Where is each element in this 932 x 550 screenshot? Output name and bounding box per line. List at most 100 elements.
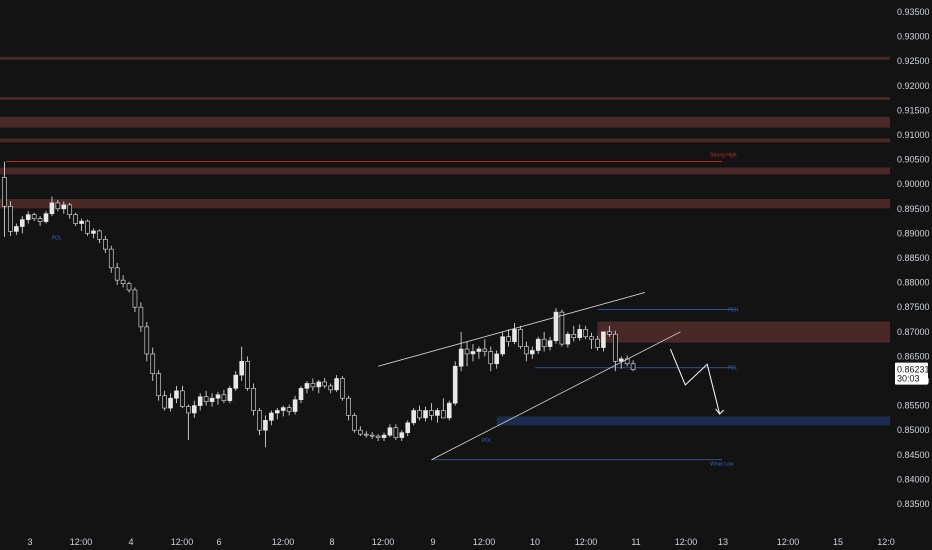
time-tick-label: 8 <box>329 537 334 547</box>
bearish-candle <box>251 388 256 411</box>
bearish-candle <box>132 289 138 308</box>
bearish-candle <box>108 248 114 269</box>
level-label: Weak Low <box>710 462 734 468</box>
price-tick-label: 0.85500 <box>897 401 930 411</box>
bearish-candle <box>559 311 565 345</box>
bullish-candle <box>227 388 233 401</box>
time-tick-label: 12:00 <box>171 537 194 547</box>
bullish-candle <box>280 407 286 411</box>
bearish-candle <box>429 410 434 416</box>
bullish-candle <box>292 399 298 412</box>
bullish-candle <box>476 348 482 352</box>
bearish-candle <box>595 338 600 348</box>
bullish-candle <box>215 394 221 399</box>
bullish-candle <box>577 329 583 339</box>
bearish-candle <box>103 239 108 250</box>
bullish-candle <box>452 365 458 404</box>
price-tick-label: 0.87500 <box>897 302 930 312</box>
bullish-candle <box>174 390 179 399</box>
bearish-candle <box>607 331 612 335</box>
bullish-candle <box>25 214 31 220</box>
bearish-candle <box>571 333 577 339</box>
time-tick-label: 12:00 <box>675 537 698 547</box>
bearish-candle <box>506 336 511 342</box>
demand-zone <box>496 416 890 426</box>
bullish-candle <box>168 397 173 409</box>
bearish-candle <box>352 415 357 431</box>
bearish-candle <box>203 396 209 402</box>
bullish-candle <box>535 338 541 351</box>
bullish-candle <box>529 350 535 355</box>
trendline[interactable] <box>431 331 681 461</box>
bearish-candle <box>524 346 529 355</box>
bullish-candle <box>334 378 339 391</box>
bearish-candle <box>369 434 375 437</box>
price-tick-label: 0.89000 <box>897 228 930 238</box>
bearish-candle <box>138 306 144 328</box>
trendlines-layer <box>377 292 725 461</box>
bullish-candle <box>423 410 428 419</box>
bullish-candle <box>446 402 452 419</box>
bullish-candle <box>239 361 244 376</box>
bearish-candle <box>144 326 150 355</box>
bullish-candle <box>19 219 25 227</box>
levels-layer: Strong High PDH PDL Weak Low PDL PDL <box>6 153 739 468</box>
bullish-candle <box>191 405 197 414</box>
price-tick-label: 0.84500 <box>897 450 930 460</box>
price-tick-label: 0.89500 <box>897 204 930 214</box>
time-axis[interactable]: 3 12:00 4 12:00 6 12:00 8 12:00 9 12:00 10 12:00 11 1… <box>27 537 894 547</box>
bearish-candle <box>55 202 61 210</box>
bearish-candle <box>85 220 90 234</box>
bullish-candle <box>553 311 559 341</box>
price-tick-label: 0.91000 <box>897 130 930 140</box>
level-label: PDH <box>728 308 739 314</box>
bearish-candle <box>393 427 399 438</box>
bullish-candle <box>91 230 96 234</box>
bearish-candle <box>114 267 120 281</box>
bullish-candle <box>49 202 55 215</box>
bullish-candle <box>43 213 49 222</box>
level-label: Strong High <box>710 153 737 159</box>
price-axis[interactable]: 0.835000.840000.845000.850000.855000.860… <box>897 7 930 509</box>
bullish-candle <box>547 340 553 347</box>
bullish-candle <box>435 410 440 416</box>
bearish-candle <box>257 410 262 431</box>
price-tick-label: 0.93500 <box>897 7 930 17</box>
trendline[interactable] <box>377 292 646 367</box>
price-tag-box <box>895 362 928 385</box>
time-tick-label: 12:00 <box>70 537 93 547</box>
price-tick-label: 0.88500 <box>897 253 930 263</box>
bearish-candle <box>221 394 227 401</box>
price-tick-label: 0.93000 <box>897 32 930 42</box>
time-tick-label: 15 <box>833 537 843 547</box>
bearish-candle <box>31 214 37 219</box>
bearish-candle <box>363 433 369 436</box>
bearish-candle <box>322 381 328 387</box>
time-tick-label: 12:0 <box>877 537 895 547</box>
bullish-candle <box>79 220 84 224</box>
price-tick-label: 0.90500 <box>897 155 930 165</box>
bearish-candle <box>518 329 523 347</box>
time-tick-label: 12:00 <box>777 537 800 547</box>
bearish-candle <box>8 206 13 232</box>
time-tick-label: 13 <box>718 537 728 547</box>
bearish-candle <box>67 204 73 216</box>
bullish-candle <box>233 374 239 389</box>
bearish-candle <box>97 230 102 240</box>
price-tick-label: 0.90000 <box>897 179 930 189</box>
bearish-candle <box>464 348 470 355</box>
bullish-candle <box>411 410 416 424</box>
level-label: PDL <box>482 438 492 444</box>
bearish-candle <box>630 363 636 370</box>
bullish-candle <box>197 396 203 406</box>
bearish-candle <box>357 429 363 435</box>
bearish-candle <box>340 378 345 399</box>
time-tick-label: 12:00 <box>272 537 295 547</box>
price-tick-label: 0.84000 <box>897 474 930 484</box>
bearish-candle <box>482 348 488 352</box>
bullish-candle <box>601 331 606 348</box>
price-tick-label: 0.86500 <box>897 351 930 361</box>
